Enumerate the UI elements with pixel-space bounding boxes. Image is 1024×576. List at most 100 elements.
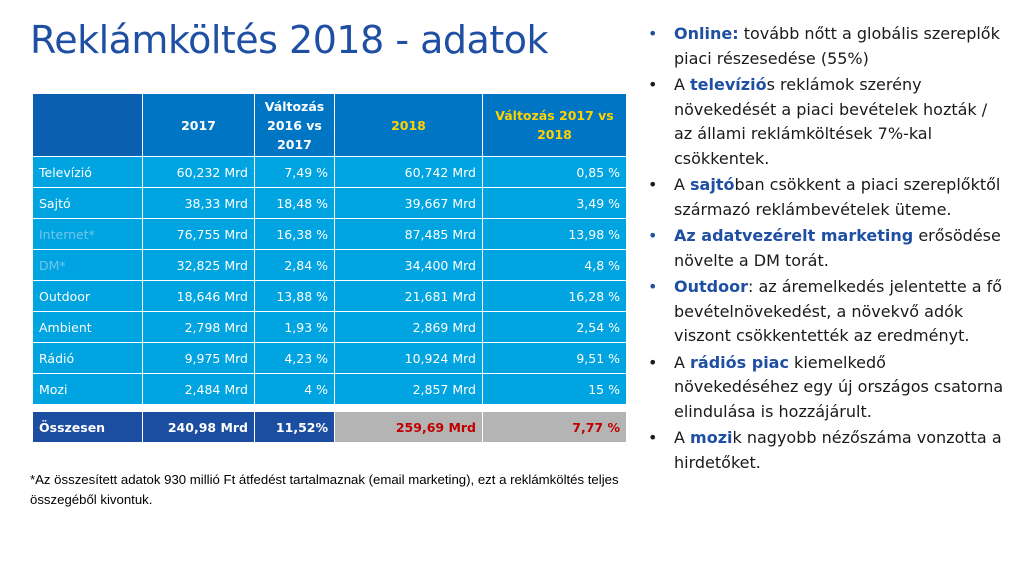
bullet-highlight: sajtó: [690, 175, 735, 194]
table-row: Rádió 9,975 Mrd 4,23 % 10,924 Mrd 9,51 %: [32, 342, 627, 374]
cell-2017: 32,825 Mrd: [142, 249, 255, 281]
cell-2017: 9,975 Mrd: [142, 342, 255, 374]
bullet-dot-icon: •: [648, 175, 658, 194]
bullet-text: tovább nőtt a globális szereplők piaci r…: [674, 24, 1000, 68]
row-label: Televízió: [32, 156, 143, 188]
cell-2018: 21,681 Mrd: [334, 280, 483, 312]
cell-change-2017-2018: 0,85 %: [482, 156, 627, 188]
row-label: DM*: [32, 249, 143, 281]
cell-2018: 34,400 Mrd: [334, 249, 483, 281]
cell-2018: 2,857 Mrd: [334, 373, 483, 405]
table-row: Internet* 76,755 Mrd 16,38 % 87,485 Mrd 13,9…: [32, 218, 627, 250]
cell-change-2016-2017: 7,49 %: [254, 156, 335, 188]
bullet-text: kiemelkedő növekedéséhez egy új országos…: [674, 352, 1004, 421]
bullet-highlight: rádiós piac: [690, 352, 789, 372]
bullet-text: k nagyobb nézőszáma vonzotta a hirdetőke…: [674, 428, 1002, 472]
cell-change-2016-2017: 16,38 %: [254, 218, 335, 250]
cell-2017: 76,755 Mrd: [142, 218, 255, 250]
cell-change-2016-2017: 4 %: [254, 373, 335, 405]
header-cell-change-2016-2017: Változás 2016 vs 2017: [254, 93, 335, 157]
cell-2017: 38,33 Mrd: [142, 187, 255, 219]
cell-change-2017-2018: 2,54 %: [482, 311, 627, 343]
row-label: Rádió: [32, 342, 143, 374]
bullet-dot-icon: •: [648, 226, 658, 245]
cell-2017: 2,798 Mrd: [142, 311, 255, 343]
row-label: Internet*: [32, 218, 143, 250]
bullet-text: A: [674, 428, 691, 447]
table-row: Ambient 2,798 Mrd 1,93 % 2,869 Mrd 2,54 %: [32, 311, 627, 343]
header-cell-category: [32, 93, 143, 157]
bullet-text: erősödése növelte a DM torát.: [674, 226, 1001, 270]
cell-change-2017-2018: 4,8 %: [482, 249, 627, 281]
bullet-item: • Outdoor: az áremelkedés jelentette a fő…: [648, 275, 1008, 349]
bullet-highlight: televízió: [690, 75, 767, 94]
cell-2017: 2,484 Mrd: [142, 373, 255, 405]
bullet-item: • Online: tovább nőtt a globális szereplő…: [648, 22, 1008, 71]
cell-change-2016-2017: 2,84 %: [254, 249, 335, 281]
bullet-text: ban csökkent a piaci szereplőktől szárma…: [674, 175, 1001, 219]
bullet-highlight: Online:: [674, 24, 739, 43]
table-row: DM* 32,825 Mrd 2,84 % 34,400 Mrd 4,8 %: [32, 249, 627, 281]
table-row: Televízió 60,232 Mrd 7,49 % 60,742 Mrd 0,85 …: [32, 156, 627, 188]
bullet-text: A: [674, 352, 691, 372]
bullet-list: • Online: tovább nőtt a globális szereplő…: [648, 22, 1008, 477]
bullet-dot-icon: •: [648, 277, 658, 296]
table-spacer: [32, 404, 627, 412]
row-label: Ambient: [32, 311, 143, 343]
cell-change-2016-2017: 13,88 %: [254, 280, 335, 312]
bullet-dot-icon: •: [648, 352, 658, 372]
total-2017: 240,98 Mrd: [142, 411, 255, 443]
cell-change-2017-2018: 16,28 %: [482, 280, 627, 312]
total-label: Összesen: [32, 411, 143, 443]
table-total-row: Összesen 240,98 Mrd 11,52% 259,69 Mrd 7,…: [32, 411, 627, 443]
cell-change-2017-2018: 9,51 %: [482, 342, 627, 374]
spacer-cell: [482, 404, 627, 412]
total-change-2016-2017: 11,52%: [254, 411, 335, 443]
bullet-text: A: [674, 175, 691, 194]
cell-2018: 39,667 Mrd: [334, 187, 483, 219]
cell-2017: 60,232 Mrd: [142, 156, 255, 188]
page-title: Reklámköltés 2018 - adatok: [30, 18, 548, 62]
row-label: Sajtó: [32, 187, 143, 219]
footnote: *Az összesített adatok 930 millió Ft átf…: [30, 472, 619, 507]
table-row: Outdoor 18,646 Mrd 13,88 % 21,681 Mrd 16,28 …: [32, 280, 627, 312]
cell-change-2017-2018: 15 %: [482, 373, 627, 405]
header-cell-2018: 2018: [334, 93, 483, 157]
bullet-highlight: mozi: [690, 428, 733, 447]
bullet-text: A: [674, 75, 691, 94]
bullet-dot-icon: •: [648, 24, 658, 43]
total-change-2017-2018: 7,77 %: [482, 411, 627, 443]
header-cell-2017: 2017: [142, 93, 255, 157]
cell-change-2017-2018: 3,49 %: [482, 187, 627, 219]
row-label: Outdoor: [32, 280, 143, 312]
spacer-cell: [32, 404, 143, 412]
bullet-highlight: Outdoor: [674, 277, 748, 296]
total-2018: 259,69 Mrd: [334, 411, 483, 443]
bullet-item: • Az adatvezérelt marketing erősödése növ…: [648, 224, 1008, 273]
cell-2017: 18,646 Mrd: [142, 280, 255, 312]
cell-2018: 2,869 Mrd: [334, 311, 483, 343]
bullet-dot-icon: •: [648, 75, 658, 94]
bullet-text: : az áremelkedés jelentette a fő bevétel…: [674, 277, 1003, 345]
ad-spend-table: 2017 Változás 2016 vs 2017 2018 Változás…: [32, 93, 627, 443]
bullet-item: • A rádiós piac kiemelkedő növekedéséhez…: [648, 351, 1008, 425]
bullet-item: • A sajtóban csökkent a piaci szereplőktő…: [648, 173, 1008, 222]
bullet-text: s reklámok szerény növekedését a piaci b…: [674, 75, 988, 168]
cell-change-2016-2017: 1,93 %: [254, 311, 335, 343]
table-header-row: 2017 Változás 2016 vs 2017 2018 Változás…: [32, 93, 627, 157]
table-row: Sajtó 38,33 Mrd 18,48 % 39,667 Mrd 3,49 %: [32, 187, 627, 219]
cell-2018: 10,924 Mrd: [334, 342, 483, 374]
bullet-dot-icon: •: [648, 428, 658, 447]
row-label: Mozi: [32, 373, 143, 405]
bullet-highlight: Az adatvezérelt marketing: [674, 226, 914, 245]
cell-change-2016-2017: 18,48 %: [254, 187, 335, 219]
spacer-cell: [254, 404, 335, 412]
cell-change-2017-2018: 13,98 %: [482, 218, 627, 250]
bullet-item: • A mozik nagyobb nézőszáma vonzotta a hi…: [648, 426, 1008, 475]
cell-2018: 87,485 Mrd: [334, 218, 483, 250]
spacer-cell: [334, 404, 483, 412]
table-row: Mozi 2,484 Mrd 4 % 2,857 Mrd 15 %: [32, 373, 627, 405]
header-cell-change-2017-2018: Változás 2017 vs 2018: [482, 93, 627, 157]
bullet-item: • A televíziós reklámok szerény növekedés…: [648, 73, 1008, 171]
spacer-cell: [142, 404, 255, 412]
